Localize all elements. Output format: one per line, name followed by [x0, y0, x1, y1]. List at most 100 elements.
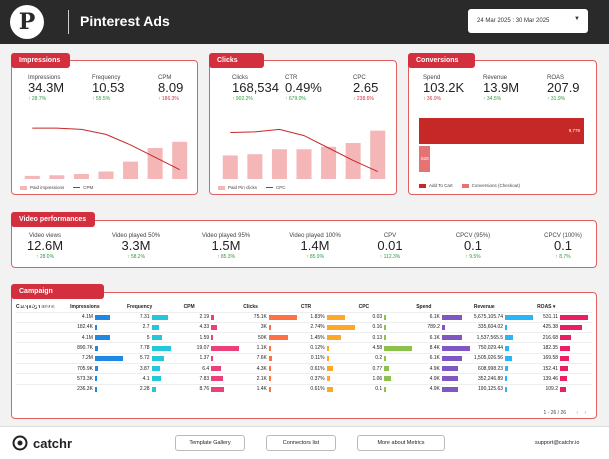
column-header[interactable]: ROAS ▾ [537, 303, 556, 310]
cell-bar [326, 386, 333, 392]
metric-value: 8.09 [158, 80, 184, 95]
template-gallery-button[interactable]: Template Gallery [175, 435, 245, 451]
next-page-button[interactable]: › [584, 410, 586, 416]
table-cell: 1.1K [243, 342, 301, 354]
table-cell: 2.7 [126, 321, 184, 333]
cell-value: 109.2 [545, 386, 559, 393]
cell-value: 352,246.89 [478, 375, 504, 382]
cell-bar [151, 355, 165, 361]
cell-value: 0.2 [375, 355, 383, 362]
cell-value: 152.41 [542, 365, 559, 372]
metric-label: Impressions [28, 75, 61, 81]
clicks-chart [222, 128, 386, 179]
column-header: Spend [416, 303, 432, 310]
cell-value: 4.1M [81, 334, 93, 341]
metric-change: ↑ 28.7% [28, 96, 47, 102]
metric-value: 1.4M [300, 238, 330, 253]
table-cell: 7.31 [126, 311, 184, 323]
table-cell: 6.1K [416, 352, 474, 364]
conversions-card: Spend 103.2K ↑ 36.9% Revenue 13.9M ↑ 34.5% ROA… [408, 60, 597, 195]
cell-value: 3.87 [139, 365, 150, 372]
cell-bar [384, 366, 389, 372]
cell-bar [441, 335, 463, 341]
metric-value: 0.01 [377, 238, 403, 253]
metric-change: ↑ 186.3% [158, 96, 179, 102]
conversions-metric: ROAS 207.9 ↑ 31.9% [547, 75, 580, 102]
cell-bar [505, 386, 508, 392]
clicks-bar [296, 149, 312, 179]
clicks-bar [247, 154, 263, 179]
table-cell: 705.9K [70, 362, 127, 374]
table-cell: 7.83 [183, 373, 244, 385]
cell-bar [505, 314, 534, 320]
table-cell: 4.1 [126, 373, 184, 385]
cell-bar [560, 376, 568, 382]
cell-bar [441, 386, 459, 392]
table-cell: 190,125.63 [473, 383, 538, 395]
impressions-metric: Frequency 10.53 ↑ 55.5% [92, 75, 125, 102]
table-cell: 216.68 [537, 332, 592, 343]
cell-bar [211, 366, 221, 372]
metric-value: 0.1 [553, 238, 573, 253]
cell-value: 4.58 [372, 345, 383, 352]
connectors-list-button[interactable]: Connectors list [266, 435, 336, 451]
table-row: 573.3K 4.1 7.83 2.1K 0.37% 1.06 4.9K 352,246.89… [16, 373, 592, 385]
table-cell: 0.61% [300, 362, 359, 374]
cell-value: 4.3K [256, 365, 267, 372]
table-cell: 0.77 [358, 362, 417, 374]
cell-bar [384, 314, 387, 320]
cell-value: 0.12% [310, 345, 325, 352]
metric-value: 168,534 [232, 80, 279, 95]
support-email[interactable]: support@catchr.io [535, 440, 580, 446]
cell-value: 5,675,105.74 [473, 314, 504, 321]
metric-change: ↑ 34.5% [483, 96, 502, 102]
column-header: Impressions [70, 303, 100, 310]
cell-value: 0.1 [375, 386, 383, 393]
cell-value: 0.37% [310, 375, 325, 382]
cell-bar [560, 366, 569, 372]
impressions-metric: CPM 8.09 ↑ 186.3% [158, 75, 183, 102]
prev-page-button[interactable]: ‹ [576, 410, 578, 416]
cell-value: 19.07 [196, 345, 210, 352]
table-cell: 0.16 [358, 321, 417, 333]
metric-label: CPV [383, 233, 397, 239]
table-cell: 750,029.44 [473, 342, 538, 354]
cell-value: 705.9K [77, 365, 93, 372]
table-cell: 5,675,105.74 [473, 311, 538, 323]
metric-value: 13.9M [483, 80, 520, 95]
cell-value: 1.59 [199, 334, 210, 341]
date-range-picker[interactable]: 24 Mar 2025 : 30 Mar 2025 ▼ [468, 9, 588, 33]
cell-bar [268, 335, 288, 341]
tab-video-performances: Video performances [11, 212, 95, 227]
table-cell: 236.3K [70, 383, 127, 395]
cell-bar [268, 355, 272, 361]
cell-bar [384, 335, 387, 341]
table-cell: 182.35 [537, 342, 592, 354]
more-about-metrics-button[interactable]: More about Metrics [357, 435, 445, 451]
cell-value: 890.7K [77, 345, 93, 352]
tab-campaign-performances: Campaign Performances [11, 284, 104, 310]
table-cell: 6.1K [416, 311, 474, 323]
cell-bar [505, 376, 508, 382]
clicks-bar [271, 149, 287, 179]
cell-value: 4.9K [429, 365, 440, 372]
cell-bar [94, 366, 98, 372]
cell-bar [151, 324, 159, 330]
table-cell: 1,537,565.5 [473, 332, 538, 343]
impressions-metric: Impressions 34.3M ↑ 28.7% [28, 75, 64, 102]
cell-bar [326, 355, 329, 361]
table-cell: 4.9K [416, 362, 474, 374]
cell-value: 7.2M [81, 355, 93, 362]
table-cell: 1.45% [300, 332, 359, 343]
column-header: CTR [300, 303, 312, 310]
footer: catchr Template Gallery Connectors list … [0, 426, 609, 459]
table-cell: 182.4K [70, 321, 127, 333]
table-cell: 4.3K [243, 362, 301, 374]
table-cell: 531.11 [537, 311, 592, 323]
cell-value: 236.3K [77, 386, 93, 393]
catchr-icon [12, 435, 28, 451]
cell-value: 50K [257, 334, 267, 341]
table-cell: 573.3K [70, 373, 127, 385]
column-header: Clicks [243, 303, 258, 310]
metric-value: 12.6M [26, 238, 64, 253]
